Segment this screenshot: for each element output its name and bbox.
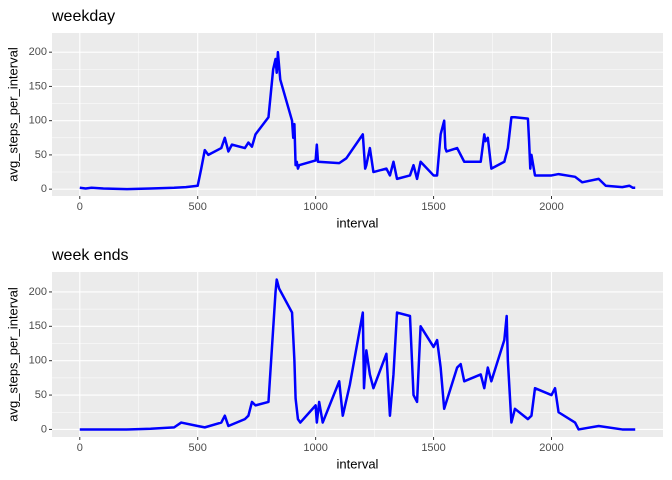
data-line xyxy=(79,50,636,191)
y-tick-label: 100 xyxy=(29,355,47,367)
y-tick-label: 200 xyxy=(29,46,47,58)
y-tick-label: 0 xyxy=(41,183,47,195)
y-tick-label: 50 xyxy=(35,389,47,401)
y-axis-title: avg_steps_per_interval xyxy=(5,47,20,182)
x-tick-label: 1500 xyxy=(421,442,445,454)
x-tick-label: 2000 xyxy=(539,442,563,454)
y-tick-label: 0 xyxy=(41,423,47,435)
panel-background xyxy=(52,272,663,437)
x-axis-title: interval xyxy=(337,215,379,230)
x-tick-label: 500 xyxy=(189,442,207,454)
x-axis-title: interval xyxy=(337,456,379,471)
y-tick-label: 100 xyxy=(29,115,47,127)
x-tick-label: 0 xyxy=(77,201,83,213)
y-axis-title: avg_steps_per_interval xyxy=(5,287,20,422)
x-tick-label: 500 xyxy=(189,201,207,213)
y-tick-label: 150 xyxy=(29,320,47,332)
x-tick-label: 1000 xyxy=(303,201,327,213)
y-tick-label: 200 xyxy=(29,286,47,298)
y-tick-label: 50 xyxy=(35,149,47,161)
x-tick-label: 0 xyxy=(77,442,83,454)
panel-background xyxy=(52,33,663,196)
x-tick-label: 2000 xyxy=(539,201,563,213)
chart-title: weekday xyxy=(51,8,115,25)
data-line xyxy=(79,278,636,431)
x-tick-label: 1500 xyxy=(421,201,445,213)
y-tick-label: 150 xyxy=(29,80,47,92)
chart-title: week ends xyxy=(51,247,129,264)
x-tick-label: 1000 xyxy=(303,442,327,454)
